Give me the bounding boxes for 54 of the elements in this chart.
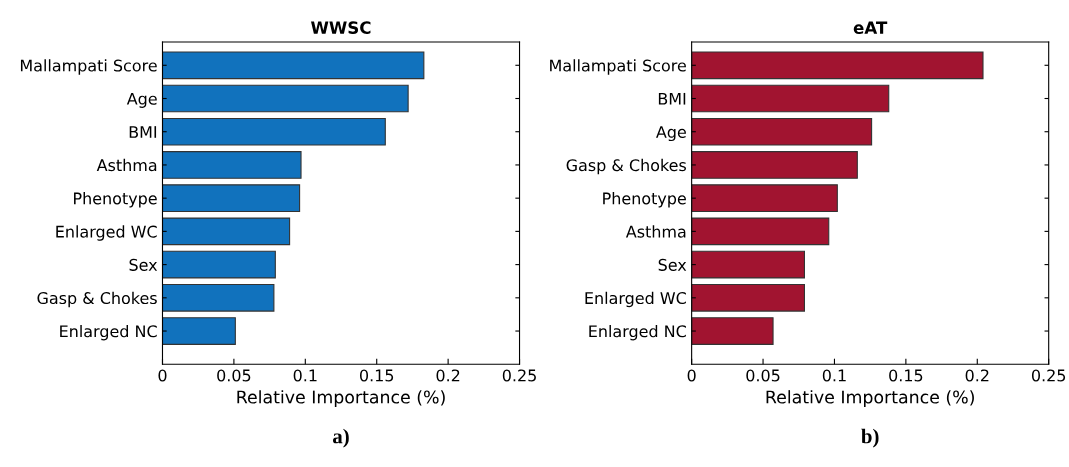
bar <box>162 317 236 345</box>
bar <box>691 250 806 279</box>
y-tick-label: Sex <box>129 258 158 271</box>
y-tick-label: Enlarged WC <box>56 225 157 241</box>
x-tick-label: 0.1 <box>822 369 846 382</box>
bar <box>691 283 806 312</box>
bar <box>691 317 774 345</box>
y-tick-label: Age <box>656 126 686 142</box>
bar <box>162 217 291 246</box>
y-tick-label: BMI <box>658 92 686 105</box>
y-tick-label: Gasp & Chokes <box>566 158 686 175</box>
x-tick-label: 0.2 <box>965 369 989 382</box>
x-axis-title: Relative Importance (%) <box>766 390 974 407</box>
y-tick-label: Phenotype <box>603 192 686 208</box>
x-tick-label: 0.1 <box>293 369 317 382</box>
text: b) <box>861 428 879 448</box>
bar <box>691 184 838 213</box>
x-tick-label: 0 <box>687 369 696 382</box>
bar <box>162 84 409 113</box>
x-tick-label: 0 <box>158 369 167 382</box>
chart-title: WWSC <box>311 21 371 34</box>
x-tick-label: 0.15 <box>359 369 394 382</box>
y-tick-label: Enlarged NC <box>60 324 157 341</box>
bar <box>162 283 275 312</box>
bar <box>691 117 873 146</box>
bar <box>691 51 984 80</box>
bar <box>162 117 386 146</box>
y-tick-label: Asthma <box>96 158 157 172</box>
bar <box>162 184 301 213</box>
chart-title: eAT <box>853 21 888 34</box>
y-tick-label: Age <box>126 92 157 108</box>
bar <box>691 217 830 246</box>
x-axis-title: Relative Importance (%) <box>237 390 445 407</box>
y-tick-label: Mallampati Score <box>550 59 686 75</box>
y-tick-label: Enlarged WC <box>585 291 686 308</box>
bar <box>162 151 302 179</box>
x-tick-label: 0.25 <box>1031 369 1066 382</box>
y-tick-label: Sex <box>658 258 687 271</box>
bar <box>691 84 890 113</box>
bar <box>691 151 858 179</box>
y-tick-label: Phenotype <box>74 192 157 208</box>
x-tick-label: 0.25 <box>502 369 536 382</box>
bar <box>162 51 425 80</box>
x-tick-label: 0.05 <box>746 369 780 382</box>
y-tick-label: BMI <box>129 126 157 138</box>
y-tick-label: Asthma <box>625 225 686 238</box>
x-tick-label: 0.2 <box>436 369 460 382</box>
x-tick-label: 0.15 <box>889 369 923 382</box>
x-tick-label: 0.05 <box>217 369 251 382</box>
y-tick-label: Mallampati Score <box>20 59 157 75</box>
bar <box>162 250 276 279</box>
y-tick-label: Gasp & Chokes <box>37 291 157 308</box>
y-tick-label: Enlarged NC <box>589 324 686 341</box>
text: a) <box>333 428 349 448</box>
